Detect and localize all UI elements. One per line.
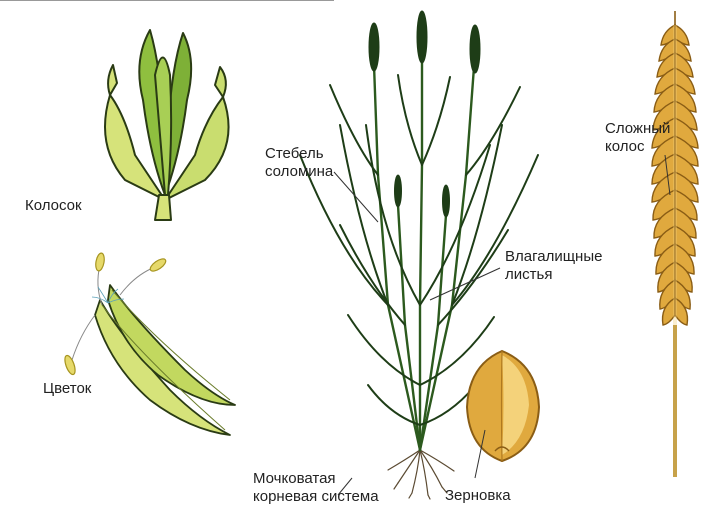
label-flower: Цветок	[43, 380, 91, 398]
diagram-canvas: Колосок Цветок Стебель соломина Влагалищ…	[0, 0, 727, 522]
leader-stem	[0, 0, 727, 522]
label-spikelet: Колосок	[25, 197, 82, 215]
label-grain: Зерновка	[445, 487, 511, 505]
label-ear: Сложный колос	[605, 120, 670, 156]
label-root: Мочковатая корневая система	[253, 470, 379, 506]
label-leaves: Влагалищные листья	[505, 248, 602, 284]
label-stem: Стебель соломина	[265, 145, 333, 181]
